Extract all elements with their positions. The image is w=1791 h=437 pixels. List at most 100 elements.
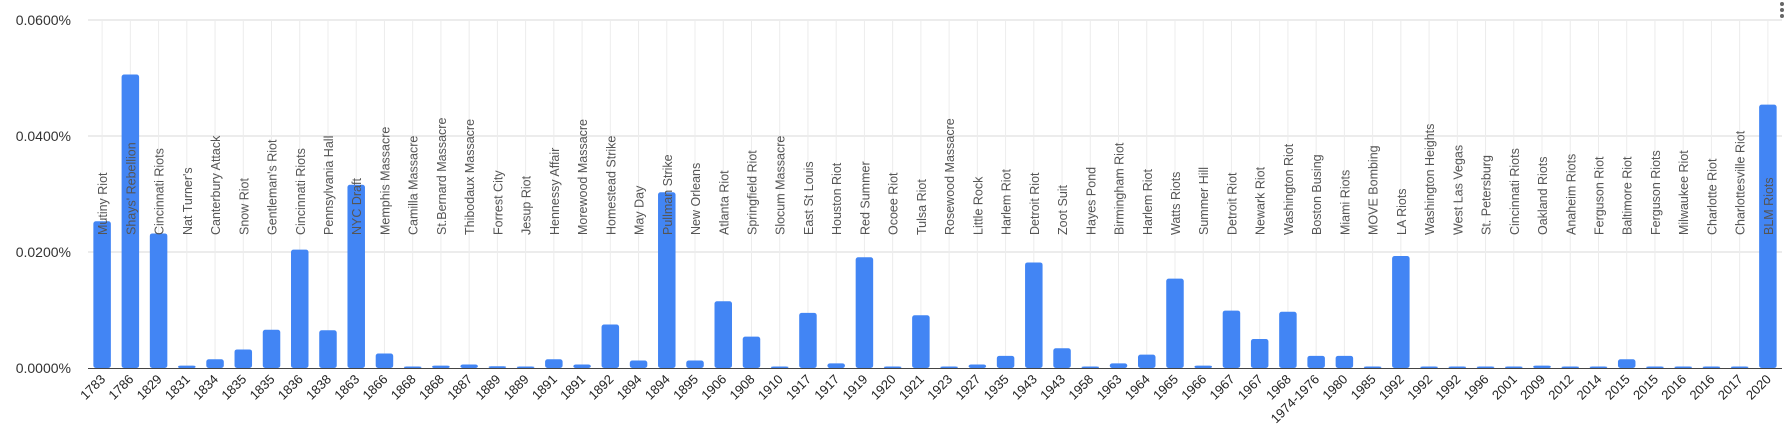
bar-label: Rosewood Massacre: [943, 118, 957, 235]
bar[interactable]: [686, 360, 704, 368]
bar[interactable]: [1702, 366, 1721, 369]
bar[interactable]: [770, 366, 789, 369]
bar-label: Houston Riot: [830, 162, 844, 235]
bar-label: Ocoee Riot: [887, 172, 901, 235]
bar[interactable]: [1674, 366, 1692, 369]
bar[interactable]: [1250, 339, 1269, 368]
bar[interactable]: [1448, 366, 1467, 369]
bar[interactable]: [234, 349, 253, 368]
bar[interactable]: [1505, 366, 1523, 369]
bar-label: Harlem Riot: [1141, 168, 1155, 235]
bar[interactable]: [1363, 366, 1382, 369]
bar-label: Canterbury Attack: [209, 135, 223, 235]
bar[interactable]: [121, 74, 140, 369]
bar[interactable]: [545, 359, 563, 368]
bar[interactable]: [1392, 256, 1410, 368]
x-tick-label: 1786: [105, 372, 136, 403]
bar[interactable]: [827, 363, 845, 368]
bar-label: Snow Riot: [237, 178, 251, 235]
y-tick-label: 0.0200%: [16, 244, 71, 260]
x-tick-label: 1834: [190, 372, 221, 403]
x-tick-label: 1965: [1150, 372, 1181, 403]
bar[interactable]: [1081, 366, 1100, 369]
x-tick-label: 2016: [1686, 372, 1717, 403]
bar[interactable]: [319, 330, 337, 368]
bar-label: Summer Hill: [1197, 167, 1211, 235]
bar[interactable]: [262, 329, 281, 368]
bar[interactable]: [1137, 354, 1156, 368]
bar[interactable]: [912, 315, 930, 368]
x-tick-label: 1868: [388, 372, 419, 403]
bar[interactable]: [601, 324, 620, 369]
bar[interactable]: [1279, 311, 1297, 368]
y-tick-label: 0.0600%: [16, 12, 71, 28]
bar[interactable]: [1759, 104, 1777, 369]
bar[interactable]: [1476, 366, 1495, 369]
bar[interactable]: [1335, 355, 1354, 368]
bar-label: St. Petersburg: [1480, 155, 1494, 235]
bar[interactable]: [1025, 262, 1043, 368]
bar[interactable]: [375, 353, 394, 369]
bar-label: Milwaukee Riot: [1677, 150, 1691, 235]
x-tick-label: 1868: [416, 372, 447, 403]
x-tick-label: 2020: [1743, 372, 1774, 403]
bar-label: Jesup Riot: [520, 175, 534, 235]
bar[interactable]: [432, 365, 450, 368]
bar[interactable]: [1730, 366, 1749, 369]
x-tick-label: 1966: [1178, 372, 1209, 403]
bar[interactable]: [1561, 366, 1580, 369]
bar-label: Cincinnati Riots: [153, 148, 167, 235]
bar[interactable]: [290, 249, 309, 368]
dot: [1780, 14, 1784, 18]
bar[interactable]: [1533, 365, 1551, 368]
bar-label: West Las Vegas: [1451, 145, 1465, 235]
bar[interactable]: [488, 366, 507, 368]
x-tick-label: 1919: [839, 372, 870, 403]
bar-label: Gentleman's Riot: [266, 139, 280, 235]
bar[interactable]: [1420, 366, 1438, 369]
bar[interactable]: [347, 184, 365, 368]
x-tick-label: 2015: [1602, 372, 1633, 403]
bar[interactable]: [178, 365, 196, 368]
bar[interactable]: [403, 366, 422, 369]
bar[interactable]: [93, 221, 111, 368]
x-tick-label: 1935: [981, 372, 1012, 403]
bar[interactable]: [855, 257, 874, 368]
x-tick-label: 2001: [1489, 372, 1520, 403]
bar[interactable]: [799, 312, 817, 368]
bar[interactable]: [1053, 348, 1071, 368]
bar[interactable]: [968, 364, 987, 368]
bar[interactable]: [1194, 365, 1212, 368]
x-axis-ticks: 1783178618291831183418351835183618381863…: [77, 372, 1774, 427]
bar[interactable]: [1222, 310, 1241, 368]
x-tick-label: 1836: [275, 372, 306, 403]
bar[interactable]: [149, 233, 168, 368]
bar[interactable]: [516, 366, 535, 369]
bar-label: Shays' Rebellion: [124, 142, 138, 235]
x-tick-label: 1943: [1037, 372, 1068, 403]
bar[interactable]: [629, 360, 648, 368]
bar[interactable]: [996, 355, 1015, 368]
bar[interactable]: [1109, 363, 1128, 368]
bar-label: Miami Riots: [1338, 170, 1352, 235]
bar[interactable]: [940, 366, 958, 369]
bar-label: Memphis Massacre: [378, 127, 392, 235]
bar[interactable]: [883, 366, 902, 369]
bar[interactable]: [1307, 355, 1325, 368]
bar[interactable]: [714, 301, 733, 368]
x-tick-label: 1980: [1319, 372, 1350, 403]
bar[interactable]: [573, 364, 591, 368]
x-tick-label: 1920: [868, 372, 899, 403]
x-tick-label: 1835: [247, 372, 278, 403]
bar[interactable]: [460, 364, 478, 368]
x-tick-label: 1838: [303, 372, 334, 403]
bar[interactable]: [1589, 366, 1608, 369]
bar[interactable]: [742, 336, 761, 368]
bar[interactable]: [1166, 278, 1184, 368]
bar[interactable]: [1617, 359, 1636, 368]
y-axis-ticks: 0.0000% 0.0200% 0.0400% 0.0600%: [16, 12, 71, 376]
bar[interactable]: [206, 359, 224, 368]
bar[interactable]: [1646, 366, 1664, 369]
chart-menu-icon[interactable]: [1777, 0, 1787, 20]
bar[interactable]: [658, 192, 676, 368]
